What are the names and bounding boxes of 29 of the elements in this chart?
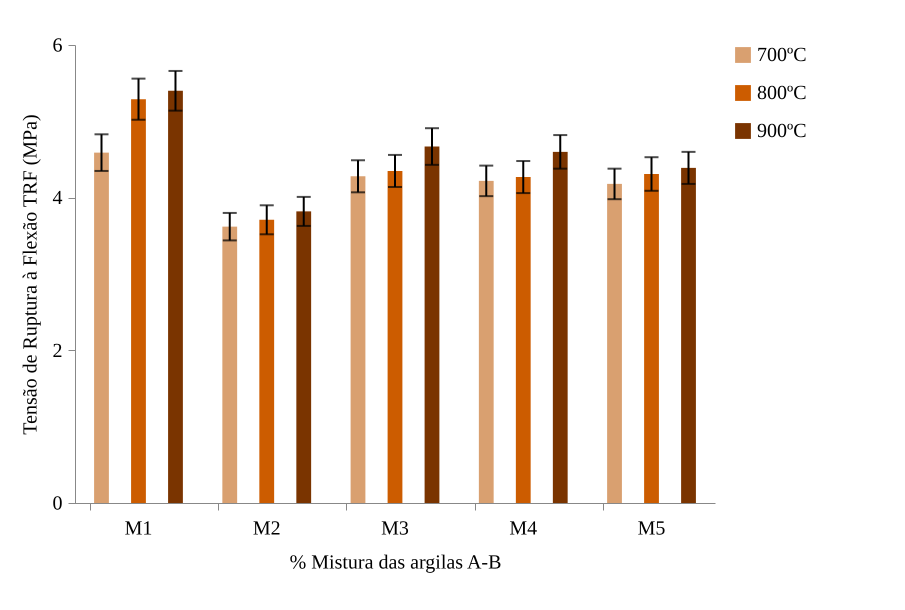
x-tick-label: M4	[509, 518, 538, 540]
x-tick-label: M2	[252, 518, 281, 540]
bar	[424, 146, 440, 503]
bar	[350, 176, 366, 503]
legend-label: 700ºC	[757, 44, 807, 66]
y-axis-title: Tensão de Ruptura à Flexão TRF (MPa)	[20, 114, 42, 435]
bar	[222, 226, 238, 503]
bar	[681, 168, 696, 503]
bar	[644, 174, 659, 503]
legend-label: 900ºC	[757, 120, 807, 142]
bar	[296, 211, 312, 503]
bar	[516, 177, 531, 503]
y-tick-label: 0	[52, 492, 62, 514]
x-tick-label: M5	[638, 518, 666, 540]
bar	[552, 152, 568, 503]
bar	[259, 220, 274, 503]
y-tick-label: 6	[52, 34, 62, 56]
y-tick-label: 2	[52, 340, 62, 362]
bar	[131, 99, 146, 503]
bar	[94, 152, 109, 503]
bar	[388, 170, 402, 503]
y-tick-label: 4	[52, 187, 62, 210]
x-axis-title: % Mistura das argilas A-B	[290, 552, 502, 574]
bar	[168, 90, 183, 503]
x-tick-label: M3	[381, 518, 409, 540]
bar	[478, 180, 494, 503]
bar	[607, 184, 622, 503]
x-tick-label: M1	[124, 518, 152, 540]
legend-label: 800ºC	[757, 82, 807, 104]
